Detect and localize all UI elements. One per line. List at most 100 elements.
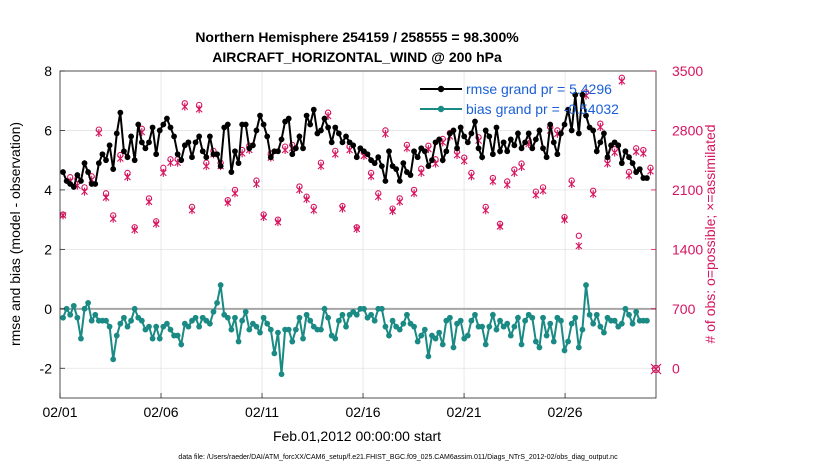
- rmse-point: [468, 130, 475, 137]
- bias-point: [450, 344, 457, 351]
- bias-point: [425, 353, 432, 360]
- rmse-point: [160, 121, 167, 128]
- legend-bias-marker: [437, 105, 445, 113]
- rmse-point: [536, 127, 543, 134]
- bias-point: [235, 338, 242, 345]
- bias-point: [389, 317, 396, 324]
- rmse-point: [518, 145, 525, 152]
- bias-point: [103, 317, 109, 324]
- assimilated-marker: [317, 162, 325, 171]
- rmse-point: [296, 133, 303, 140]
- assimilated-marker: [389, 207, 396, 216]
- rmse-point: [575, 130, 582, 137]
- rmse-point: [249, 142, 256, 149]
- bias-point: [110, 356, 117, 363]
- rmse-point: [364, 151, 371, 158]
- rmse-point: [482, 127, 489, 134]
- bias-point: [411, 323, 417, 330]
- bias-point: [439, 341, 446, 348]
- bias-point: [85, 299, 92, 306]
- bias-point: [486, 323, 493, 330]
- bias-point: [289, 338, 296, 345]
- bias-point: [253, 323, 260, 330]
- bias-point: [497, 317, 503, 324]
- bias-point: [292, 326, 299, 333]
- bias-point: [271, 350, 278, 357]
- rmse-point: [636, 166, 643, 173]
- bias-point: [149, 335, 156, 342]
- assimilated-marker: [59, 211, 67, 220]
- rmse-point: [554, 151, 561, 158]
- rmse-point: [457, 124, 464, 131]
- y-left-tick-label: 6: [44, 122, 52, 138]
- bias-point: [583, 282, 589, 288]
- right-axis-zero-cross: [650, 363, 662, 375]
- assimilated-marker: [496, 222, 504, 231]
- bias-point: [396, 326, 403, 333]
- assimilated-marker: [339, 204, 346, 213]
- rmse-point: [196, 133, 203, 140]
- rmse-point: [407, 172, 414, 178]
- rmse-point: [386, 148, 392, 155]
- rmse-point: [264, 133, 271, 140]
- bias-point: [257, 329, 263, 336]
- rmse-point: [525, 130, 532, 137]
- rmse-point: [257, 112, 263, 119]
- bias-point: [593, 311, 600, 318]
- rmse-point: [303, 112, 310, 119]
- bias-point: [325, 314, 332, 321]
- bias-point: [472, 311, 478, 318]
- bias-point: [60, 314, 66, 321]
- bias-point: [457, 317, 464, 324]
- rmse-point: [146, 139, 152, 146]
- bias-point: [543, 332, 550, 339]
- assimilated-marker: [618, 77, 626, 86]
- bias-point: [382, 323, 389, 330]
- rmse-point: [232, 148, 238, 155]
- rmse-point: [615, 142, 622, 149]
- rmse-point: [429, 157, 435, 164]
- assimilated-marker: [167, 158, 174, 167]
- rmse-series: [60, 91, 650, 190]
- bias-point: [343, 323, 349, 330]
- assimilated-marker: [561, 215, 568, 224]
- x-axis-label: Feb.01,2012 00:00:00 start: [273, 428, 441, 444]
- bias-point: [318, 326, 324, 333]
- bias-point: [267, 326, 274, 333]
- bias-point: [214, 299, 220, 306]
- rmse-point: [78, 178, 84, 184]
- bias-point: [432, 335, 439, 342]
- rmse-point: [121, 148, 127, 155]
- rmse-point: [289, 151, 296, 158]
- assimilated-marker: [589, 190, 597, 199]
- bias-point: [81, 305, 88, 312]
- bias-point: [400, 320, 407, 327]
- rmse-point: [85, 169, 92, 175]
- assimilated-marker: [353, 224, 361, 233]
- bias-point: [479, 323, 486, 330]
- y-left-tick-label: 0: [44, 301, 52, 317]
- assimilated-marker: [396, 197, 404, 206]
- rmse-point: [414, 154, 421, 161]
- rmse-point: [436, 136, 443, 143]
- bias-point: [586, 311, 593, 318]
- chart-subtitle: AIRCRAFT_HORIZONTAL_WIND @ 200 hPa: [212, 49, 502, 65]
- assimilated-marker: [109, 214, 117, 223]
- bias-point: [339, 311, 346, 318]
- bias-point: [178, 341, 185, 348]
- left-axis-label: rmse and bias (model - observation): [7, 122, 23, 346]
- bias-point: [228, 326, 235, 333]
- x-tick-label: 02/16: [346, 404, 381, 420]
- assimilated-marker: [410, 189, 418, 198]
- bias-point: [217, 282, 224, 288]
- rmse-point: [253, 127, 260, 134]
- bias-point: [611, 317, 618, 324]
- assimilated-marker: [116, 154, 124, 163]
- rmse-point: [547, 121, 554, 128]
- left-axis-ticks: -2 0 2 4 6 8: [40, 63, 65, 376]
- assimilated-marker: [281, 145, 289, 154]
- rmse-point: [185, 139, 192, 146]
- rmse-point: [335, 130, 342, 137]
- assimilated-marker: [625, 171, 633, 180]
- rmse-point: [206, 133, 213, 140]
